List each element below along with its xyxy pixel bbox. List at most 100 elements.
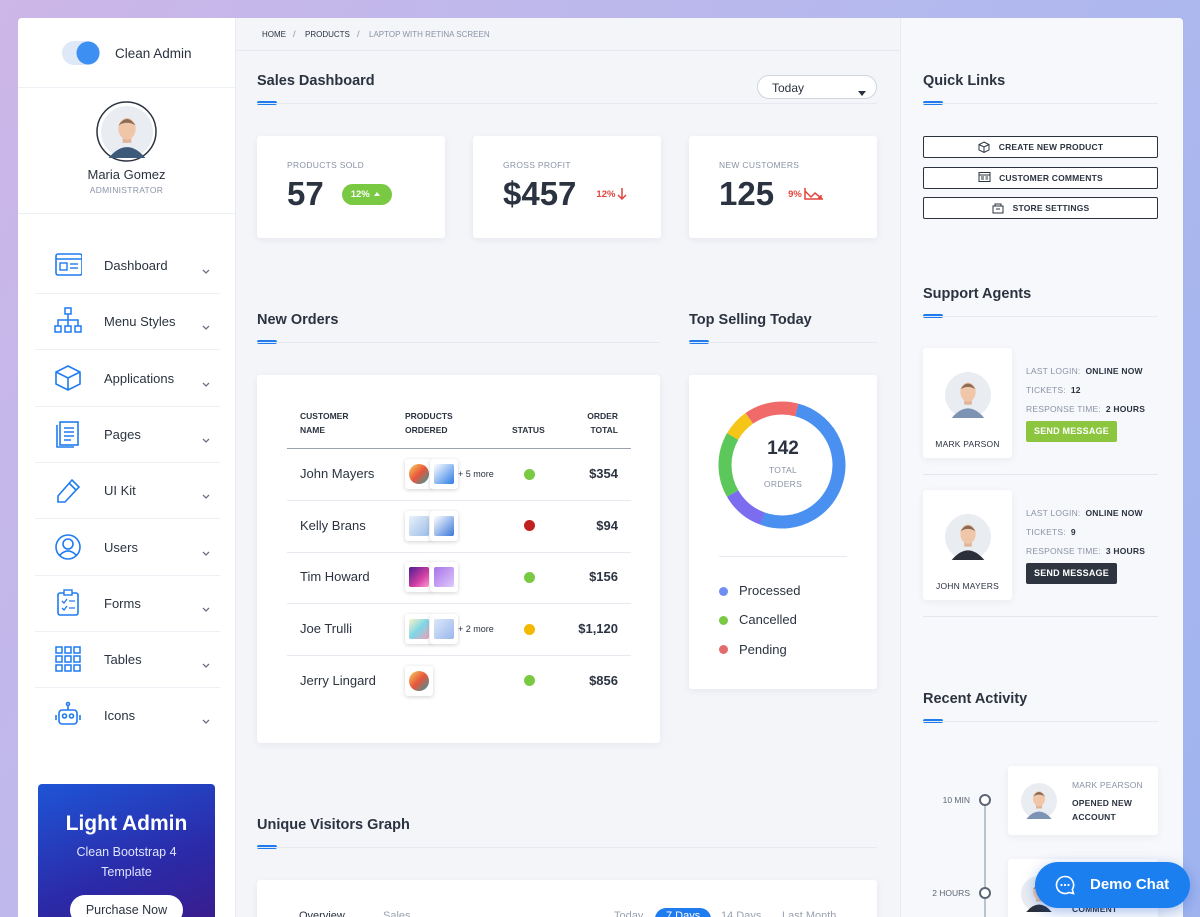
sidebar <box>18 18 236 917</box>
info-label: RESPONSE TIME: <box>1026 545 1101 556</box>
menu-item[interactable]: Forms <box>35 583 220 623</box>
range[interactable]: Today <box>614 910 644 917</box>
icon <box>202 607 210 612</box>
range[interactable]: 14 Days <box>721 910 762 917</box>
product-image <box>434 619 454 640</box>
quick-link[interactable]: STORE SETTINGS <box>923 197 1158 219</box>
menu-item[interactable]: Icons <box>35 695 220 735</box>
shape <box>1055 875 1075 895</box>
icon <box>100 105 153 158</box>
menu-item[interactable]: Tables <box>35 639 220 679</box>
shape <box>64 655 72 663</box>
shape <box>73 664 81 672</box>
send-message[interactable]: SEND MESSAGE <box>1026 421 1117 442</box>
menu-icon <box>54 420 82 448</box>
up-arrow <box>373 192 380 196</box>
shape <box>55 646 63 654</box>
menu-item[interactable]: Menu Styles <box>35 301 220 341</box>
top-selling-card: 142 TOTAL ORDERS Processed Cancelled Pending <box>689 375 877 689</box>
agent-info: RESPONSE TIME: 3 HOURS <box>1026 546 1145 556</box>
menu-label: Dashboard <box>104 258 168 273</box>
divider <box>35 349 220 351</box>
shape <box>55 646 81 672</box>
icon <box>202 551 210 556</box>
range[interactable]: Last Month <box>782 910 837 917</box>
customer-name: Kelly Brans <box>300 517 366 533</box>
send-message[interactable]: SEND MESSAGE <box>1026 562 1117 584</box>
customer-name: Tim Howard <box>300 569 370 585</box>
legend-label: Cancelled <box>739 612 797 628</box>
status-dot <box>524 520 535 532</box>
shape <box>979 174 991 180</box>
menu-item[interactable]: UI Kit <box>35 470 220 510</box>
icon <box>945 372 991 418</box>
menu-item[interactable]: Pages <box>35 414 220 454</box>
agent-info: LAST LOGIN: ONLINE NOW <box>1026 508 1143 518</box>
menu-icon <box>54 645 82 673</box>
divider <box>35 293 220 294</box>
icon <box>718 401 846 529</box>
shape <box>63 589 73 596</box>
icon <box>57 479 81 503</box>
divider <box>923 474 1158 475</box>
menu-item[interactable]: Dashboard <box>35 245 220 285</box>
chat-icon <box>1055 875 1075 895</box>
info-value: 9 <box>1070 526 1076 537</box>
menu-label: Tables <box>104 652 142 668</box>
tab[interactable]: Sales <box>383 910 411 917</box>
chevron <box>202 318 210 331</box>
stat-change: 12% <box>350 188 370 200</box>
info-label: LAST LOGIN: <box>1026 507 1081 518</box>
shape <box>68 713 75 720</box>
quick-link[interactable]: CREATE NEW PRODUCT <box>923 136 1158 158</box>
stat-label: NEW CUSTOMERS <box>719 160 800 170</box>
divider <box>35 687 220 689</box>
section-title: Sales Dashboard <box>257 73 375 89</box>
period-select[interactable]: Today <box>757 75 877 99</box>
icon <box>945 513 991 560</box>
shape <box>1067 883 1070 887</box>
tab[interactable]: Overview <box>299 910 345 917</box>
shape <box>61 598 75 611</box>
shape <box>718 401 846 529</box>
shape <box>76 41 100 65</box>
chevron <box>202 487 210 500</box>
section-title: Recent Activity <box>923 691 1028 707</box>
info-label: RESPONSE TIME: <box>1026 404 1101 414</box>
menu-item[interactable]: Users <box>35 527 220 567</box>
agent-name: JOHN MAYERS <box>936 580 999 591</box>
menu-label: UI Kit <box>104 483 136 499</box>
product-image <box>409 567 429 588</box>
shape <box>951 408 985 418</box>
agent-photo <box>945 372 991 418</box>
brand-name: Clean Admin <box>115 46 192 61</box>
shape <box>55 533 81 560</box>
divider <box>35 461 220 463</box>
column-header: STATUS <box>512 425 545 435</box>
legend-label: Processed <box>739 583 801 598</box>
more-products: + 2 more <box>458 624 494 635</box>
demo-chat[interactable]: Demo Chat <box>1035 862 1190 908</box>
menu-icon <box>54 589 82 617</box>
shape <box>64 427 74 441</box>
icon <box>55 702 81 726</box>
product-image <box>409 464 429 484</box>
menu-item[interactable]: Applications <box>35 358 220 398</box>
title-rule <box>689 342 877 343</box>
range[interactable]: 7 Days <box>666 910 701 917</box>
quick-link[interactable]: CUSTOMER COMMENTS <box>923 166 1158 189</box>
icon <box>202 438 210 443</box>
breadcrumb-item[interactable]: HOME <box>262 30 286 39</box>
order-total: $94 <box>596 517 618 533</box>
menu-label: Forms <box>104 595 141 611</box>
chevron <box>202 431 210 443</box>
promo-button[interactable]: Purchase Now <box>70 895 183 917</box>
legend-dot <box>719 645 728 655</box>
shape <box>978 172 991 182</box>
menu-icon <box>54 307 82 335</box>
shape <box>951 549 985 560</box>
breadcrumb-item[interactable]: PRODUCTS <box>305 30 350 39</box>
product-image <box>409 670 429 691</box>
